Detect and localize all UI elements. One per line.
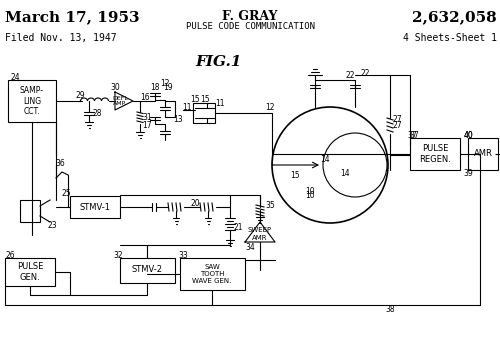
Polygon shape bbox=[245, 222, 275, 242]
Text: Filed Nov. 13, 1947: Filed Nov. 13, 1947 bbox=[5, 33, 116, 43]
Text: 23: 23 bbox=[47, 221, 57, 229]
Text: 36: 36 bbox=[55, 158, 65, 167]
Text: 22: 22 bbox=[360, 69, 370, 78]
Text: 32: 32 bbox=[113, 251, 123, 260]
Text: 27: 27 bbox=[392, 120, 402, 129]
Text: 26: 26 bbox=[5, 251, 15, 260]
Text: 12: 12 bbox=[160, 79, 170, 87]
Text: 16: 16 bbox=[140, 93, 150, 102]
Text: PULSE CODE COMMUNICATION: PULSE CODE COMMUNICATION bbox=[186, 22, 314, 31]
Bar bbox=[193, 103, 215, 123]
Text: 15: 15 bbox=[200, 95, 210, 104]
Bar bbox=[468, 138, 498, 170]
Text: 40: 40 bbox=[463, 130, 473, 140]
Text: 15: 15 bbox=[190, 95, 200, 103]
Text: 24: 24 bbox=[10, 72, 20, 81]
Polygon shape bbox=[115, 92, 133, 110]
Bar bbox=[20, 200, 40, 222]
Text: 29: 29 bbox=[75, 92, 85, 101]
Text: STMV-1: STMV-1 bbox=[80, 203, 110, 212]
Text: 13: 13 bbox=[173, 116, 183, 125]
Text: 39: 39 bbox=[463, 169, 473, 179]
Text: 15: 15 bbox=[290, 171, 300, 180]
Text: March 17, 1953: March 17, 1953 bbox=[5, 10, 140, 24]
Bar bbox=[180, 258, 245, 290]
Text: 34: 34 bbox=[245, 243, 255, 252]
Text: 35: 35 bbox=[265, 200, 275, 209]
Text: 22: 22 bbox=[345, 71, 355, 79]
Text: 33: 33 bbox=[178, 251, 188, 260]
Text: 14: 14 bbox=[340, 168, 350, 177]
Text: 19: 19 bbox=[163, 84, 173, 93]
Text: 40: 40 bbox=[463, 130, 473, 140]
Text: PULSE
REGEN.: PULSE REGEN. bbox=[419, 144, 451, 164]
Text: 18: 18 bbox=[150, 84, 160, 93]
Text: 11: 11 bbox=[182, 103, 192, 111]
Text: 20: 20 bbox=[190, 198, 200, 207]
Text: 4 Sheets-Sheet 1: 4 Sheets-Sheet 1 bbox=[403, 33, 497, 43]
Text: F. GRAY: F. GRAY bbox=[222, 10, 278, 23]
Bar bbox=[120, 258, 175, 283]
Bar bbox=[410, 138, 460, 170]
Text: 31: 31 bbox=[142, 112, 152, 121]
Bar bbox=[5, 258, 55, 286]
Text: SAMP-
LING
CCT.: SAMP- LING CCT. bbox=[20, 86, 44, 116]
Text: 37: 37 bbox=[409, 130, 419, 140]
Text: 2,632,058: 2,632,058 bbox=[412, 10, 497, 24]
Text: 17: 17 bbox=[142, 120, 152, 129]
Text: 27: 27 bbox=[392, 116, 402, 125]
Text: DEFL
AMP.: DEFL AMP. bbox=[112, 96, 128, 106]
Text: 21: 21 bbox=[233, 223, 243, 232]
Text: 14: 14 bbox=[320, 156, 330, 165]
Text: 28: 28 bbox=[92, 109, 102, 118]
Text: 11: 11 bbox=[215, 98, 225, 108]
Bar bbox=[8, 80, 56, 122]
Text: 10: 10 bbox=[305, 188, 315, 197]
Text: 30: 30 bbox=[110, 84, 120, 93]
Text: AMR: AMR bbox=[474, 150, 492, 158]
Text: 25: 25 bbox=[61, 189, 71, 198]
Text: FIG.1: FIG.1 bbox=[195, 55, 242, 69]
Text: STMV-2: STMV-2 bbox=[132, 266, 162, 275]
Text: 37: 37 bbox=[407, 130, 417, 140]
Text: 38: 38 bbox=[385, 306, 395, 315]
Text: PULSE
GEN.: PULSE GEN. bbox=[17, 262, 43, 282]
Text: 10: 10 bbox=[305, 190, 315, 199]
Text: SWEEP
AMR: SWEEP AMR bbox=[248, 228, 272, 240]
Bar bbox=[70, 196, 120, 218]
Text: SAW
TOOTH
WAVE GEN.: SAW TOOTH WAVE GEN. bbox=[192, 264, 232, 284]
Text: 12: 12 bbox=[265, 103, 275, 112]
